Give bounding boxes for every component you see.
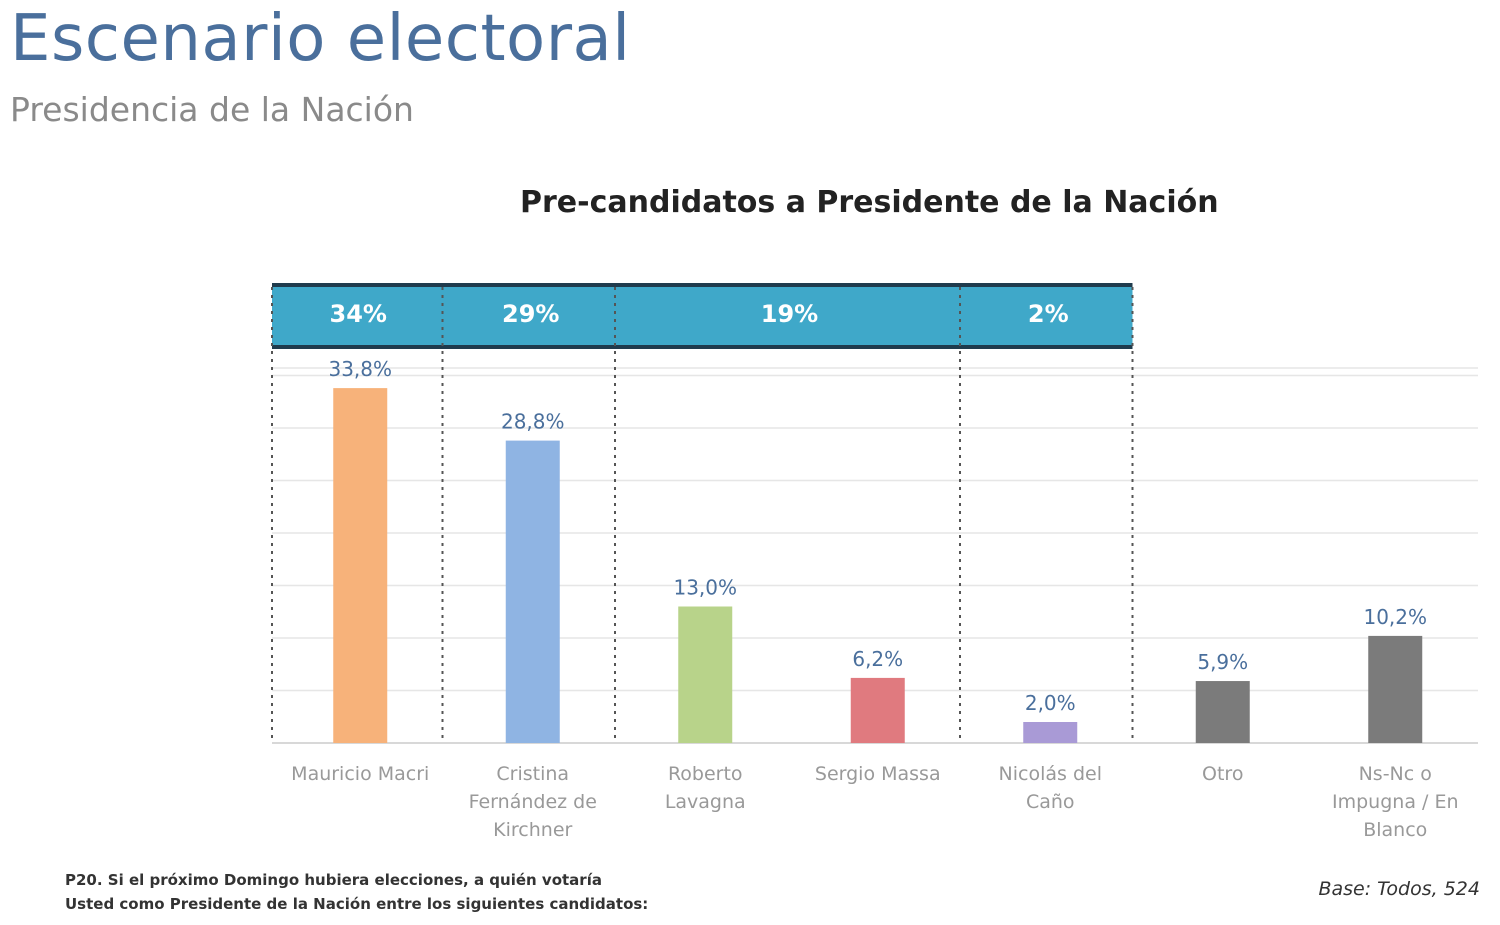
question-line-2: Usted como Presidente de la Nación entre… bbox=[65, 895, 649, 913]
category-label: Ns-Nc o Impugna / En Blanco bbox=[1332, 763, 1459, 841]
group-band bbox=[272, 285, 1133, 347]
base-note: Base: Todos, 524 bbox=[1318, 878, 1480, 900]
data-label: 2,0% bbox=[1025, 691, 1076, 715]
chart-title: Pre-candidatos a Presidente de la Nación bbox=[520, 185, 1219, 220]
bar bbox=[850, 677, 905, 743]
question-line-1: P20. Si el próximo Domingo hubiera elecc… bbox=[65, 871, 602, 889]
group-label: 34% bbox=[330, 300, 387, 328]
question-footnote: P20. Si el próximo Domingo hubiera elecc… bbox=[65, 868, 648, 916]
category-label: Roberto Lavagna bbox=[665, 763, 746, 813]
data-label: 33,8% bbox=[328, 357, 392, 381]
data-label: 13,0% bbox=[673, 576, 737, 600]
group-label: 19% bbox=[761, 300, 818, 328]
bar bbox=[1023, 722, 1078, 743]
category-label: Otro bbox=[1202, 763, 1243, 785]
page-title: Escenario electoral bbox=[10, 2, 631, 76]
category-label: Mauricio Macri bbox=[291, 763, 429, 785]
bar bbox=[678, 606, 733, 743]
data-label: 28,8% bbox=[501, 410, 565, 434]
data-label: 10,2% bbox=[1363, 605, 1427, 629]
bar bbox=[1195, 681, 1250, 743]
group-label: 2% bbox=[1028, 300, 1069, 328]
category-label: Cristina Fernández de Kirchner bbox=[469, 763, 597, 841]
bar bbox=[505, 440, 560, 743]
bar bbox=[333, 388, 388, 743]
bar bbox=[1368, 635, 1423, 743]
group-label: 29% bbox=[502, 300, 559, 328]
category-label: Nicolás del Caño bbox=[999, 763, 1102, 813]
data-label: 5,9% bbox=[1197, 650, 1248, 674]
category-label: Sergio Massa bbox=[815, 763, 941, 785]
data-label: 6,2% bbox=[852, 647, 903, 671]
page-subtitle: Presidencia de la Nación bbox=[10, 90, 414, 129]
